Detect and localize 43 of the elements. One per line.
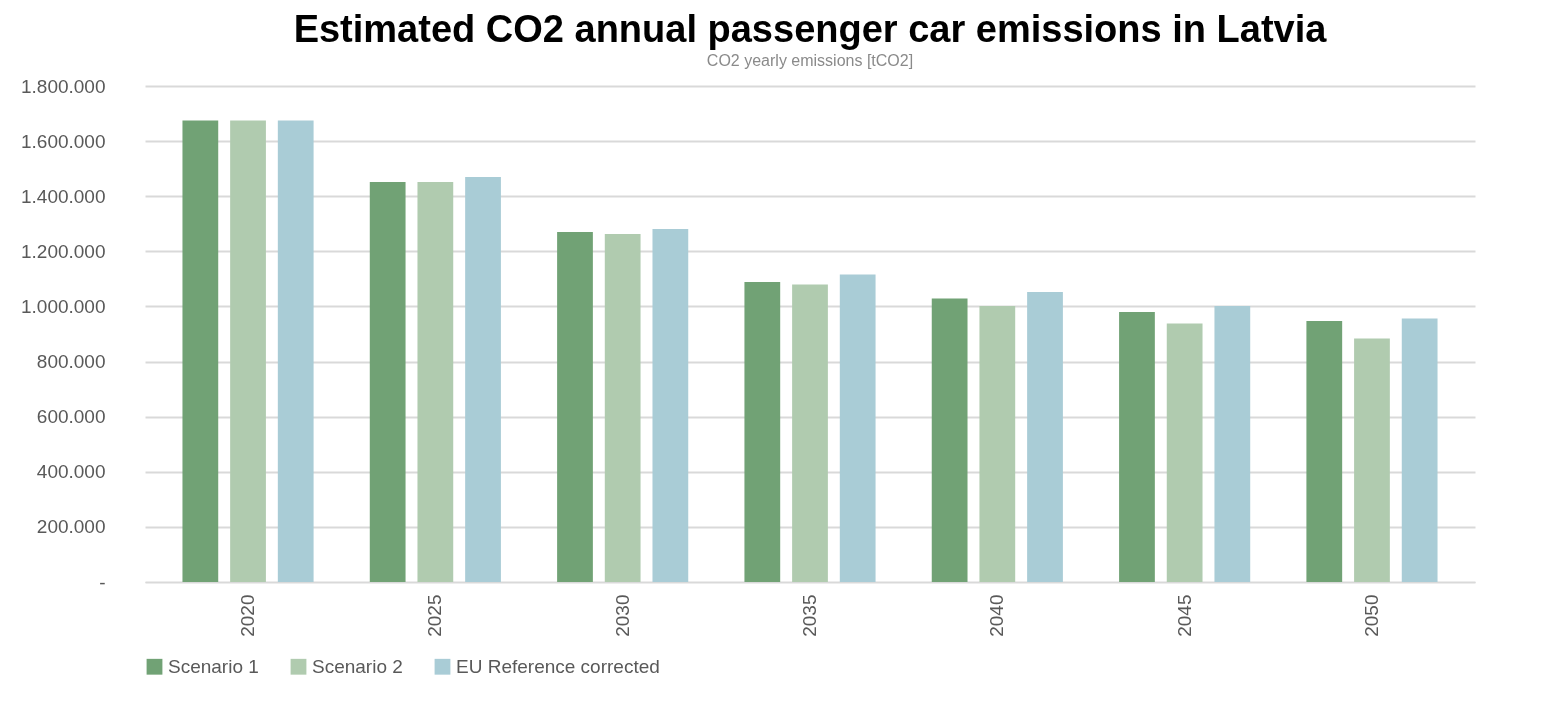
- bar: [277, 120, 314, 582]
- bar: [1214, 305, 1251, 582]
- bar: [839, 274, 876, 582]
- y-tick-label: 200.000: [36, 516, 106, 538]
- bar: [1027, 292, 1063, 582]
- bar: [182, 120, 219, 582]
- bar: [557, 232, 593, 582]
- bar: [1306, 321, 1343, 582]
- legend-label: Scenario 2: [312, 655, 403, 677]
- bar: [604, 233, 641, 582]
- y-tick-label: 1.200.000: [20, 240, 106, 262]
- legend-label: EU Reference corrected: [456, 655, 660, 677]
- y-tick-label: 800.000: [36, 351, 106, 373]
- y-tick-label: 1.800.000: [20, 75, 106, 97]
- x-tick-label: 2035: [799, 594, 820, 637]
- legend-label: Scenario 1: [168, 655, 259, 677]
- bar: [652, 229, 689, 582]
- y-tick-label: 600.000: [36, 406, 106, 428]
- bar: [1119, 311, 1155, 582]
- bar: [1354, 338, 1390, 582]
- chart-subtitle: CO2 yearly emissions [tCO2]: [706, 52, 914, 69]
- bar: [1401, 318, 1438, 582]
- bar: [369, 181, 406, 582]
- bar: [979, 305, 1016, 582]
- y-tick-label: 400.000: [36, 461, 106, 483]
- bar: [417, 181, 454, 582]
- bar: [230, 120, 266, 582]
- x-tick-label: 2020: [237, 594, 259, 637]
- bar: [744, 281, 781, 582]
- chart-title: Estimated CO2 annual passenger car emissions in Latvia: [293, 8, 1328, 50]
- bar: [792, 284, 828, 582]
- y-tick-label: 1.400.000: [20, 185, 106, 207]
- y-tick-label: 1.600.000: [20, 130, 106, 152]
- y-tick-label: 1.000.000: [20, 295, 106, 317]
- x-tick-label: 2040: [986, 594, 1008, 637]
- bar: [465, 176, 501, 582]
- x-tick-label: 2030: [611, 594, 633, 637]
- y-tick-label: -: [99, 571, 106, 593]
- bar: [931, 298, 968, 582]
- x-tick-label: 2025: [424, 594, 446, 637]
- bar: [1166, 323, 1203, 582]
- x-tick-label: 2050: [1360, 594, 1382, 637]
- x-tick-label: 2045: [1173, 594, 1195, 637]
